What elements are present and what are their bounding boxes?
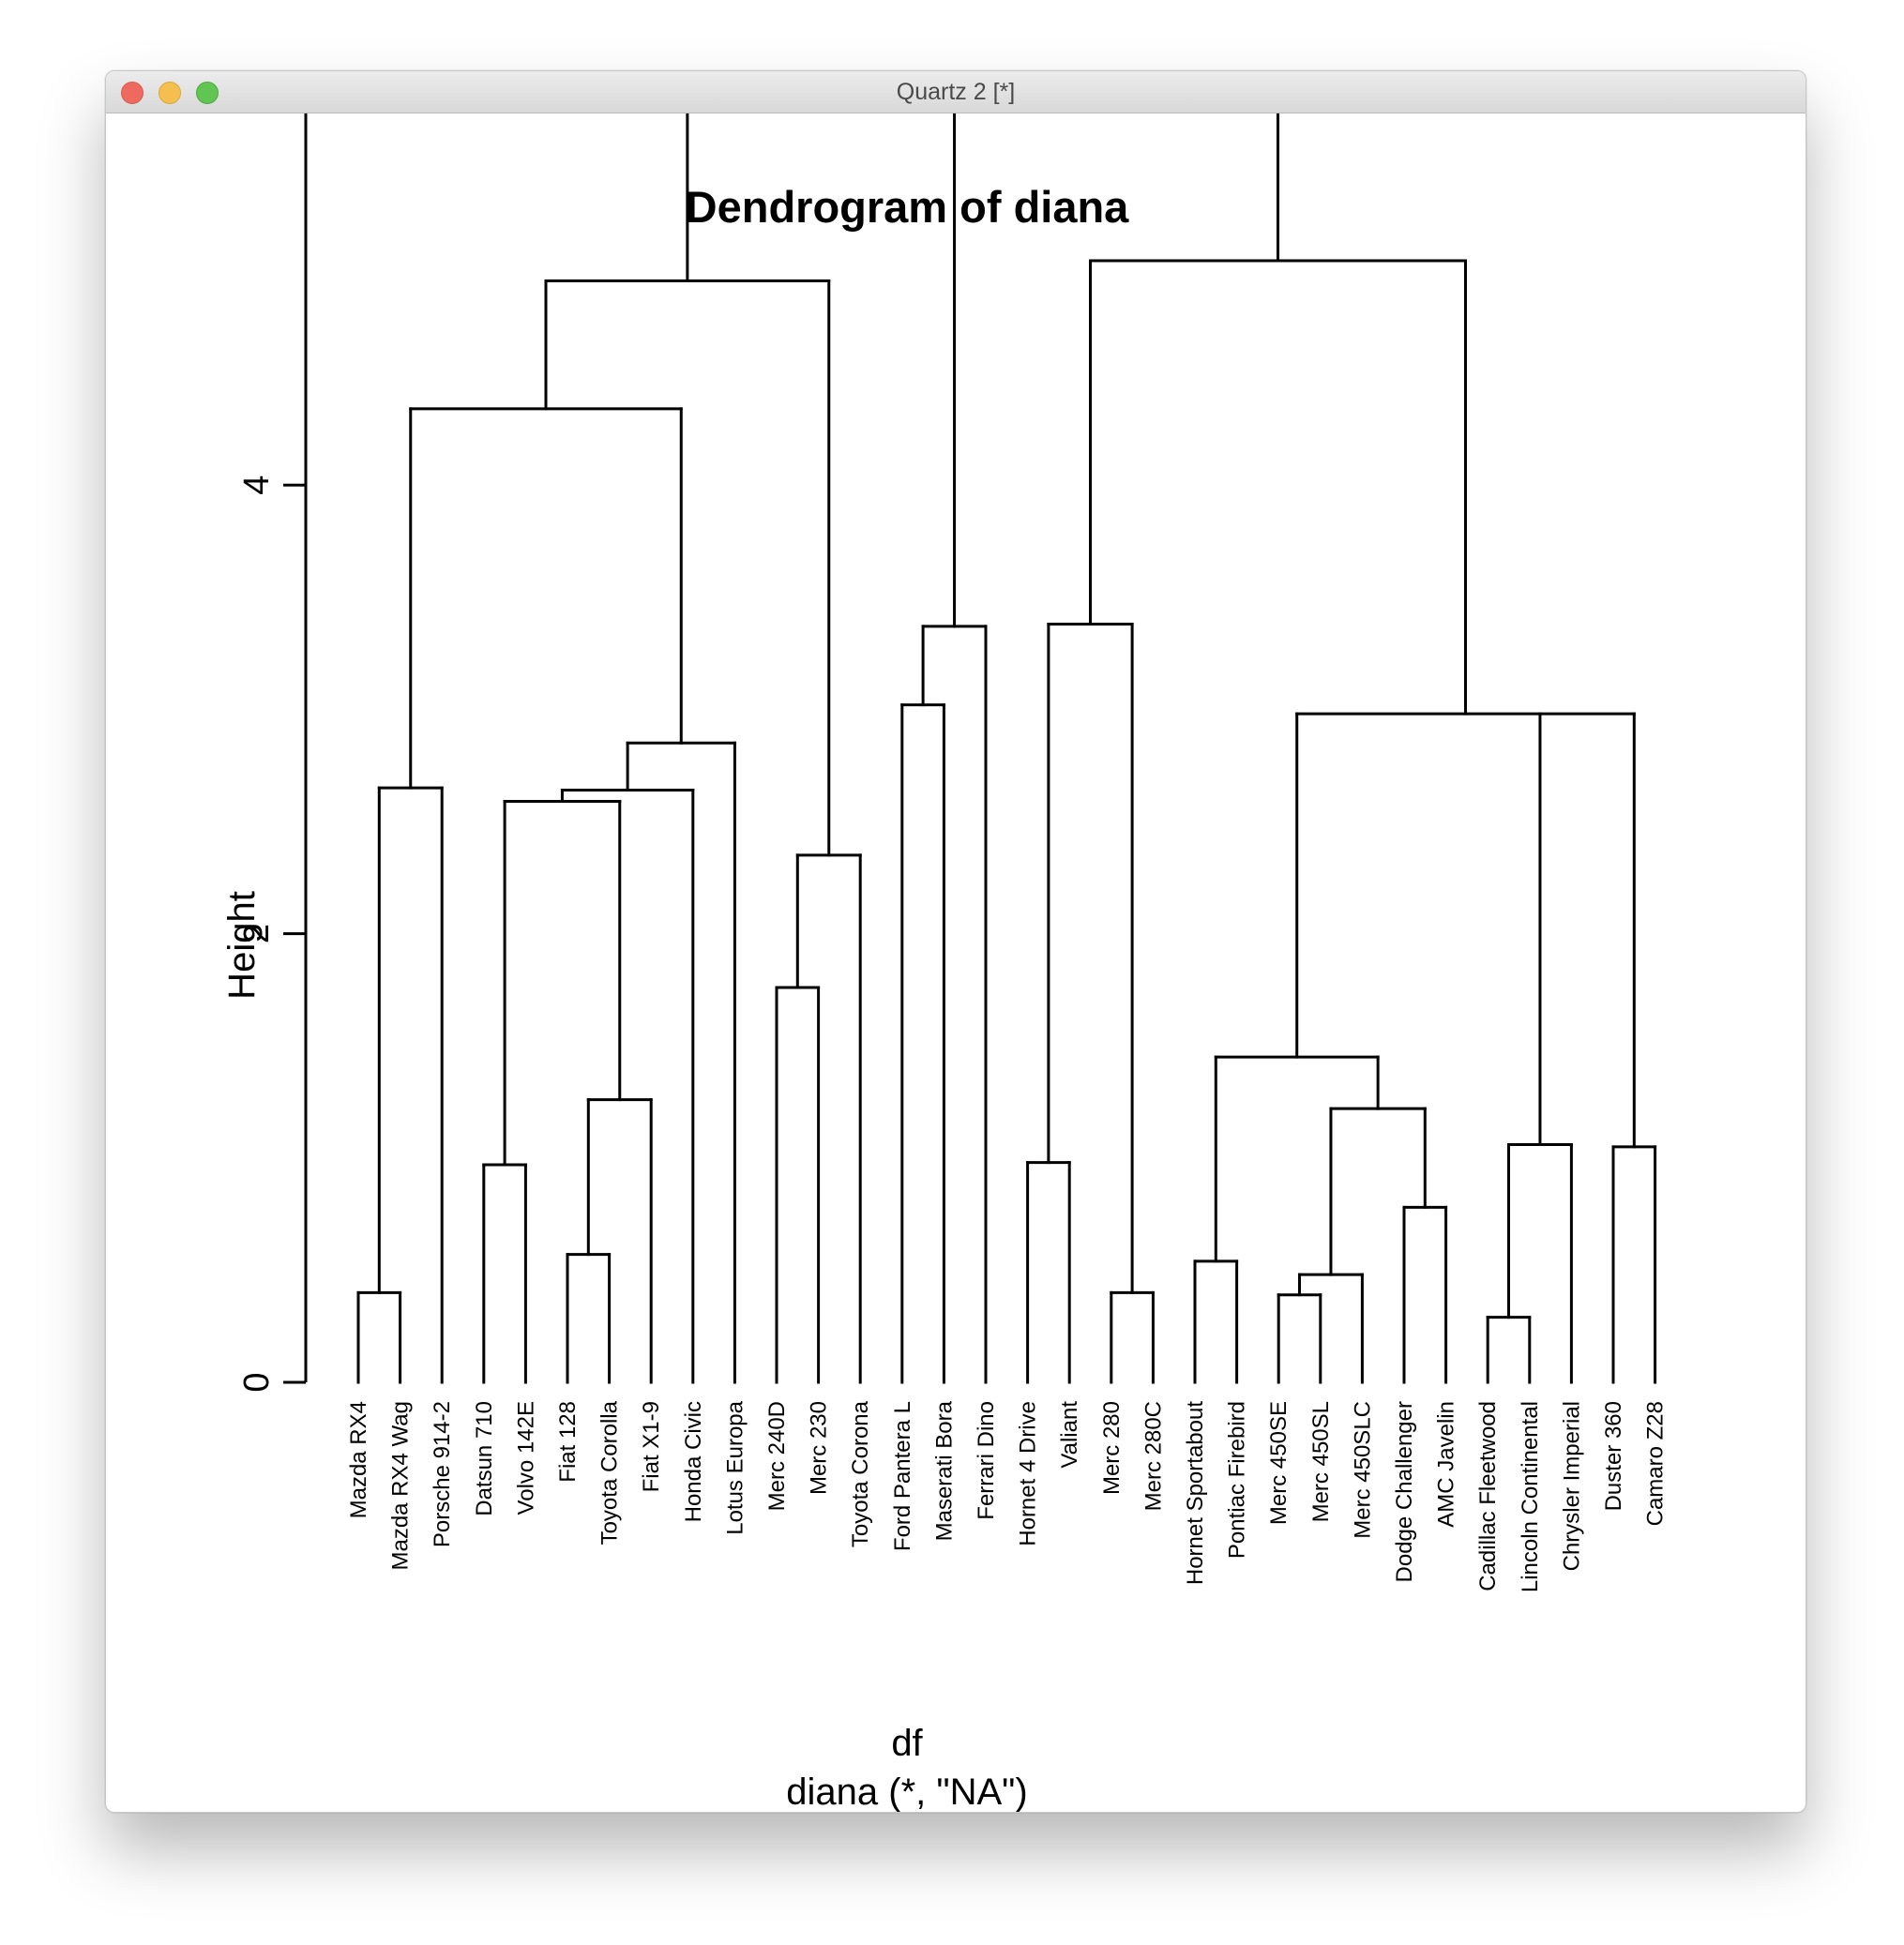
leaf-label: Merc 450SLC	[1350, 1401, 1375, 1539]
y-axis-label: Height	[221, 891, 263, 1000]
close-button[interactable]	[121, 82, 144, 104]
leaf-label: Duster 360	[1601, 1401, 1626, 1511]
leaf-label: Merc 450SL	[1308, 1401, 1334, 1522]
leaf-label: Fiat X1-9	[639, 1401, 664, 1492]
leaf-label: Mazda RX4 Wag	[388, 1401, 414, 1571]
leaf-label: Honda Civic	[681, 1401, 706, 1522]
leaf-label: Ferrari Dino	[974, 1401, 999, 1520]
leaf-label: Volvo 142E	[513, 1401, 538, 1515]
leaf-label: Toyota Corona	[848, 1400, 873, 1547]
leaf-label: Pontiac Firebird	[1225, 1401, 1250, 1559]
leaf-label: Porsche 914-2	[430, 1401, 455, 1547]
leaf-label: Lotus Europa	[722, 1400, 748, 1534]
leaf-label: Mazda RX4	[346, 1401, 371, 1518]
leaf-label: Hornet 4 Drive	[1016, 1401, 1041, 1546]
x-axis-sublabel: diana (*, "NA")	[786, 1772, 1027, 1812]
leaf-label: Toyota Corolla	[597, 1400, 623, 1545]
leaf-label: Maserati Bora	[931, 1400, 957, 1541]
leaf-label: Datsun 710	[472, 1401, 497, 1516]
y-axis: 02468	[237, 71, 308, 1393]
y-tick-label: 0	[237, 1372, 277, 1392]
chart-title: Dendrogram of diana	[686, 182, 1130, 232]
dendrogram-chart: Dendrogram of diana Height df diana (*, …	[221, 71, 1669, 1812]
leaf-label: Chrysler Imperial	[1559, 1401, 1584, 1571]
plot-area: Dendrogram of diana Height df diana (*, …	[106, 71, 1806, 1812]
leaf-label: Merc 280C	[1141, 1401, 1166, 1511]
leaf-label: Merc 450SE	[1266, 1401, 1292, 1525]
zoom-button[interactable]	[196, 82, 219, 104]
leaf-label: Lincoln Continental	[1518, 1401, 1543, 1592]
leaf-label: Valiant	[1057, 1401, 1082, 1469]
leaf-label: Dodge Challenger	[1392, 1401, 1417, 1582]
leaf-label: Ford Pantera L	[890, 1401, 915, 1551]
x-axis-label: df	[891, 1723, 923, 1764]
leaf-label: Hornet Sportabout	[1183, 1401, 1208, 1585]
window-titlebar[interactable]: Quartz 2 [*]	[106, 71, 1806, 113]
leaf-labels: Mazda RX4 Mazda RX4 Wag Porsche 914-2 Datsu…	[346, 1400, 1669, 1592]
leaf-label: AMC Javelin	[1434, 1401, 1459, 1528]
minimize-button[interactable]	[159, 82, 181, 104]
leaf-label: Fiat 128	[555, 1401, 581, 1483]
y-tick-label: 2	[237, 924, 277, 943]
leaf-label: Merc 240D	[764, 1401, 790, 1511]
leaf-label: Camaro Z28	[1643, 1401, 1669, 1526]
dendrogram-links	[356, 71, 1657, 1384]
leaf-label: Merc 280	[1099, 1401, 1125, 1495]
y-tick-label: 4	[237, 475, 277, 495]
leaf-label: Cadillac Fleetwood	[1475, 1401, 1501, 1591]
window-title: Quartz 2 [*]	[896, 79, 1016, 105]
leaf-label: Merc 230	[807, 1401, 832, 1495]
quartz-window: Quartz 2 [*] Dendrogram of diana Height …	[105, 70, 1806, 1813]
